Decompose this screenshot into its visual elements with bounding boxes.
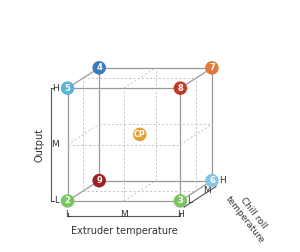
Text: Chill roll
temperature: Chill roll temperature (224, 188, 274, 245)
Text: H: H (219, 176, 226, 185)
Circle shape (134, 128, 146, 140)
Text: 7: 7 (209, 63, 215, 72)
Text: H: H (52, 84, 59, 93)
Text: 8: 8 (178, 84, 183, 93)
Text: L: L (187, 196, 192, 205)
Circle shape (61, 82, 74, 94)
Circle shape (93, 175, 105, 187)
Circle shape (174, 82, 186, 94)
Text: Output: Output (34, 128, 44, 162)
Text: 9: 9 (96, 176, 102, 185)
Circle shape (206, 175, 218, 187)
Circle shape (206, 62, 218, 74)
Text: CP: CP (134, 130, 146, 139)
Text: M: M (203, 186, 211, 195)
Text: Extruder temperature: Extruder temperature (70, 226, 177, 236)
Text: 3: 3 (178, 197, 183, 205)
Text: 6: 6 (209, 176, 215, 185)
Text: 5: 5 (64, 84, 70, 93)
Circle shape (93, 62, 105, 74)
Text: M: M (52, 140, 59, 149)
Text: L: L (54, 197, 59, 205)
Text: 2: 2 (64, 197, 70, 205)
Circle shape (61, 195, 74, 207)
Text: L: L (65, 210, 70, 219)
Text: H: H (177, 210, 184, 219)
Circle shape (174, 195, 186, 207)
Text: M: M (120, 210, 128, 219)
Text: 4: 4 (96, 63, 102, 72)
